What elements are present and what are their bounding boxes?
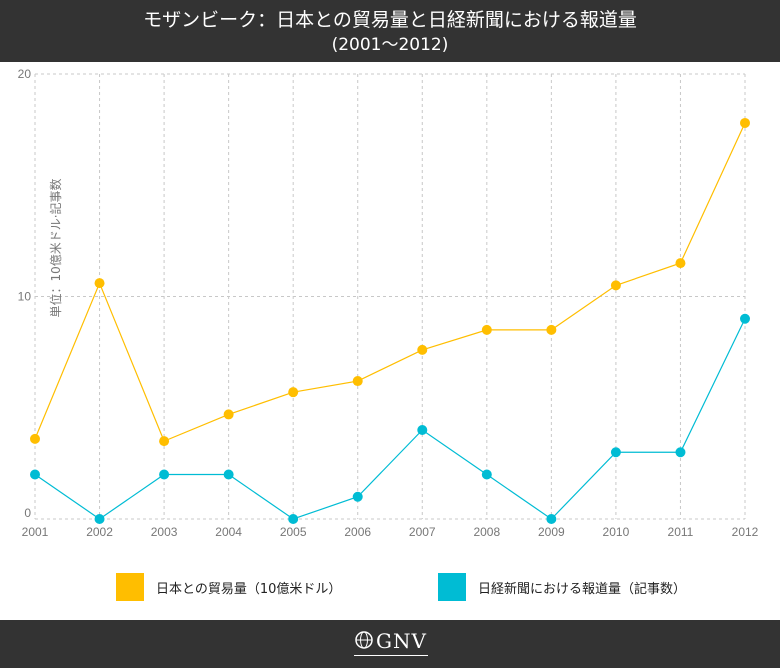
data-point-1	[481, 469, 492, 480]
logo-underline	[354, 655, 428, 662]
data-point-1	[352, 491, 363, 502]
x-axis-ticks: 2001 2002 2003 2004 2005 2006 2007 2008 2009 2010…	[22, 525, 759, 539]
x-tick-label: 2001	[22, 525, 49, 539]
legend-item-articles: 日経新聞における報道量（記事数）	[438, 572, 686, 602]
x-tick-label: 2011	[668, 525, 694, 539]
globe-icon	[355, 631, 373, 649]
data-point-1	[740, 313, 750, 324]
data-point-0	[223, 409, 234, 420]
x-tick-label: 2009	[538, 525, 565, 539]
legend-swatch-trade	[116, 573, 144, 601]
x-tick-label: 2003	[151, 525, 178, 539]
data-point-0	[417, 344, 428, 355]
data-point-1	[417, 425, 428, 435]
y-tick-label: 0	[24, 506, 31, 520]
data-point-1	[94, 514, 105, 524]
y-tick-label: 20	[18, 67, 32, 81]
series-line-0	[34, 122, 746, 442]
y-tick-label: 10	[18, 290, 32, 304]
gnv-logo: GNV	[354, 628, 428, 662]
y-axis-ticks: 0 10 20	[18, 67, 32, 520]
data-point-1	[610, 447, 621, 458]
data-point-0	[352, 376, 363, 387]
data-point-0	[30, 433, 40, 444]
data-point-0	[288, 387, 299, 398]
chart-title: モザンビーク：日本との貿易量と日経新聞における報道量	[143, 9, 637, 31]
data-point-0	[481, 324, 492, 335]
legend-swatch-articles	[438, 573, 466, 601]
x-tick-label: 2006	[344, 525, 371, 539]
footer-bar: GNV	[0, 620, 780, 668]
x-tick-label: 2004	[215, 525, 242, 539]
data-point-0	[740, 117, 750, 128]
data-point-0	[546, 324, 557, 335]
data-point-0	[94, 278, 105, 289]
y-axis-label: 単位：10億米ドル·記事数	[48, 178, 63, 317]
data-point-1	[30, 469, 40, 480]
data-point-1	[223, 469, 234, 480]
x-tick-label: 2008	[473, 525, 500, 539]
data-point-1	[546, 514, 557, 524]
data-point-1	[675, 447, 686, 458]
series-group	[30, 117, 750, 524]
x-tick-label: 2002	[86, 525, 113, 539]
x-tick-label: 2010	[603, 525, 630, 539]
data-point-1	[159, 469, 170, 480]
data-point-1	[288, 514, 299, 524]
data-point-0	[159, 436, 170, 447]
x-tick-label: 2005	[280, 525, 307, 539]
x-tick-label: 2007	[409, 525, 436, 539]
data-point-0	[610, 280, 621, 291]
grid-lines	[34, 73, 746, 520]
legend-label-articles: 日経新聞における報道量（記事数）	[478, 581, 687, 597]
series-line-1	[34, 318, 746, 520]
legend-item-trade: 日本との貿易量（10億米ドル）	[116, 572, 341, 602]
chart-subtitle: (2001～2012)	[331, 35, 449, 55]
legend-label-trade: 日本との貿易量（10億米ドル）	[156, 581, 342, 597]
x-tick-label: 2012	[732, 525, 759, 539]
logo-text: GNV	[376, 629, 427, 653]
chart-header: モザンビーク：日本との貿易量と日経新聞における報道量 (2001～2012)	[0, 0, 780, 62]
data-point-0	[675, 258, 686, 269]
